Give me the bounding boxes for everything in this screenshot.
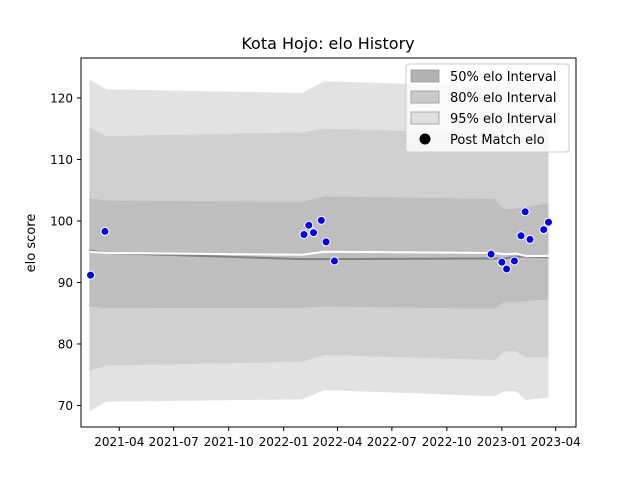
- plot-area: [86, 79, 553, 412]
- post-match-point: [502, 264, 512, 274]
- chart-title: Kota Hojo: elo History: [241, 34, 414, 53]
- x-tick-label: 2023-01: [477, 435, 527, 449]
- legend-box: [405, 63, 570, 153]
- y-axis-label: elo score: [24, 214, 39, 273]
- post-match-point: [509, 256, 519, 266]
- post-match-point: [321, 237, 331, 247]
- x-tick-label: 2023-04: [531, 435, 581, 449]
- post-match-point: [497, 257, 507, 267]
- y-tick-label: 100: [50, 214, 73, 228]
- post-match-point: [329, 256, 339, 266]
- x-tick-label: 2021-07: [149, 435, 199, 449]
- post-match-point: [544, 217, 553, 227]
- y-tick-label: 110: [50, 153, 73, 167]
- x-tick-label: 2021-10: [204, 435, 254, 449]
- post-match-point: [316, 215, 326, 225]
- legend-marker-point: [419, 133, 431, 145]
- legend-swatch-band50: [410, 69, 440, 83]
- post-match-point: [520, 207, 530, 217]
- y-tick-label: 120: [50, 91, 73, 105]
- x-tick-label: 2021-04: [94, 435, 144, 449]
- post-match-point: [86, 270, 96, 280]
- post-match-point: [299, 230, 309, 240]
- legend-label: Post Match elo: [450, 133, 545, 148]
- legend-swatch-band95: [410, 111, 440, 125]
- post-match-point: [525, 234, 535, 244]
- x-tick-label: 2022-07: [367, 435, 417, 449]
- legend: 50% elo Interval 80% elo Interval 95% elo …: [405, 63, 570, 153]
- legend-swatch-band80: [410, 90, 440, 104]
- interval-bands: [89, 79, 549, 412]
- x-axis: 2021-04 2021-07 2021-10 2022-01 2022-04 2022-…: [94, 427, 581, 449]
- y-tick-label: 80: [58, 337, 73, 351]
- post-match-point: [486, 249, 496, 259]
- plot-frame: [80, 57, 577, 428]
- legend-label: 95% elo Interval: [450, 112, 557, 127]
- post-match-point: [304, 220, 314, 230]
- y-tick-label: 70: [58, 399, 73, 413]
- post-match-points: [86, 207, 553, 280]
- x-tick-label: 2022-01: [259, 435, 309, 449]
- mean-elo-line: [89, 249, 549, 261]
- post-match-point: [516, 231, 526, 241]
- legend-label: 80% elo Interval: [450, 91, 557, 106]
- legend-label: 50% elo Interval: [450, 70, 557, 85]
- x-tick-label: 2022-10: [422, 435, 472, 449]
- post-match-point: [100, 226, 110, 236]
- post-match-point: [309, 228, 319, 238]
- y-axis: 70 80 90 100 110 120: [50, 91, 81, 413]
- post-match-point: [539, 225, 549, 235]
- x-tick-label: 2022-04: [312, 435, 362, 449]
- y-tick-label: 90: [58, 276, 73, 290]
